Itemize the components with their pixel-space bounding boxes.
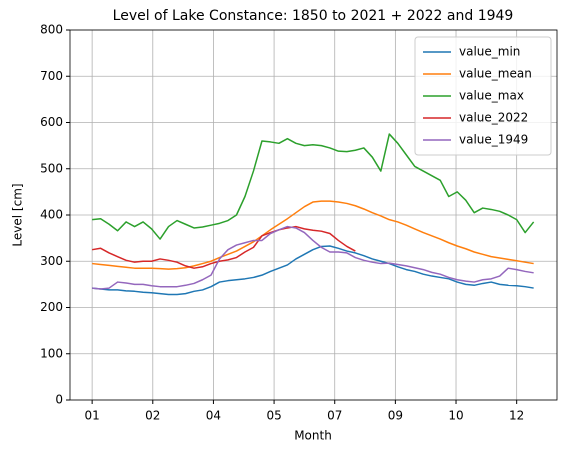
x-axis-label: Month — [294, 429, 332, 443]
data-line — [92, 225, 534, 290]
legend-label: value_2022 — [459, 111, 528, 125]
legend-box — [414, 36, 552, 156]
data-line — [92, 133, 535, 240]
x-tick-label: 04 — [206, 409, 221, 423]
x-tick-label: 12 — [509, 409, 524, 423]
x-tick-label: 10 — [448, 409, 463, 423]
x-tick-label: 02 — [145, 409, 160, 423]
legend-label: value_1949 — [459, 133, 528, 147]
legend: value_min value_mean value_max value_2022va… — [414, 36, 552, 156]
y-tick-label: 200 — [40, 300, 63, 314]
plot-frame — [69, 29, 558, 401]
x-tick-label: 05 — [266, 409, 281, 423]
data-line — [92, 200, 534, 270]
y-tick-label: 300 — [40, 254, 63, 268]
legend-label: value_max — [459, 89, 524, 103]
y-tick-label: 800 — [40, 23, 63, 37]
x-tick-label: 01 — [84, 409, 99, 423]
y-tick-label: 0 — [55, 393, 63, 407]
y-tick-label: 700 — [40, 69, 63, 83]
legend-label: value_min — [459, 45, 520, 59]
y-tick-label: 600 — [40, 115, 63, 129]
chart-title: Level of Lake Constance: 1850 to 2021 + … — [113, 8, 514, 24]
data-line — [92, 245, 534, 296]
y-axis-label: Level [cm] — [11, 183, 25, 246]
data-line — [92, 225, 356, 269]
y-tick-label: 400 — [40, 208, 63, 222]
legend-label: value_mean — [459, 67, 532, 81]
y-tick-label: 500 — [40, 161, 63, 175]
y-tick-label: 100 — [40, 346, 63, 360]
x-tick-label: 09 — [388, 409, 403, 423]
x-tick-label: 07 — [327, 409, 342, 423]
